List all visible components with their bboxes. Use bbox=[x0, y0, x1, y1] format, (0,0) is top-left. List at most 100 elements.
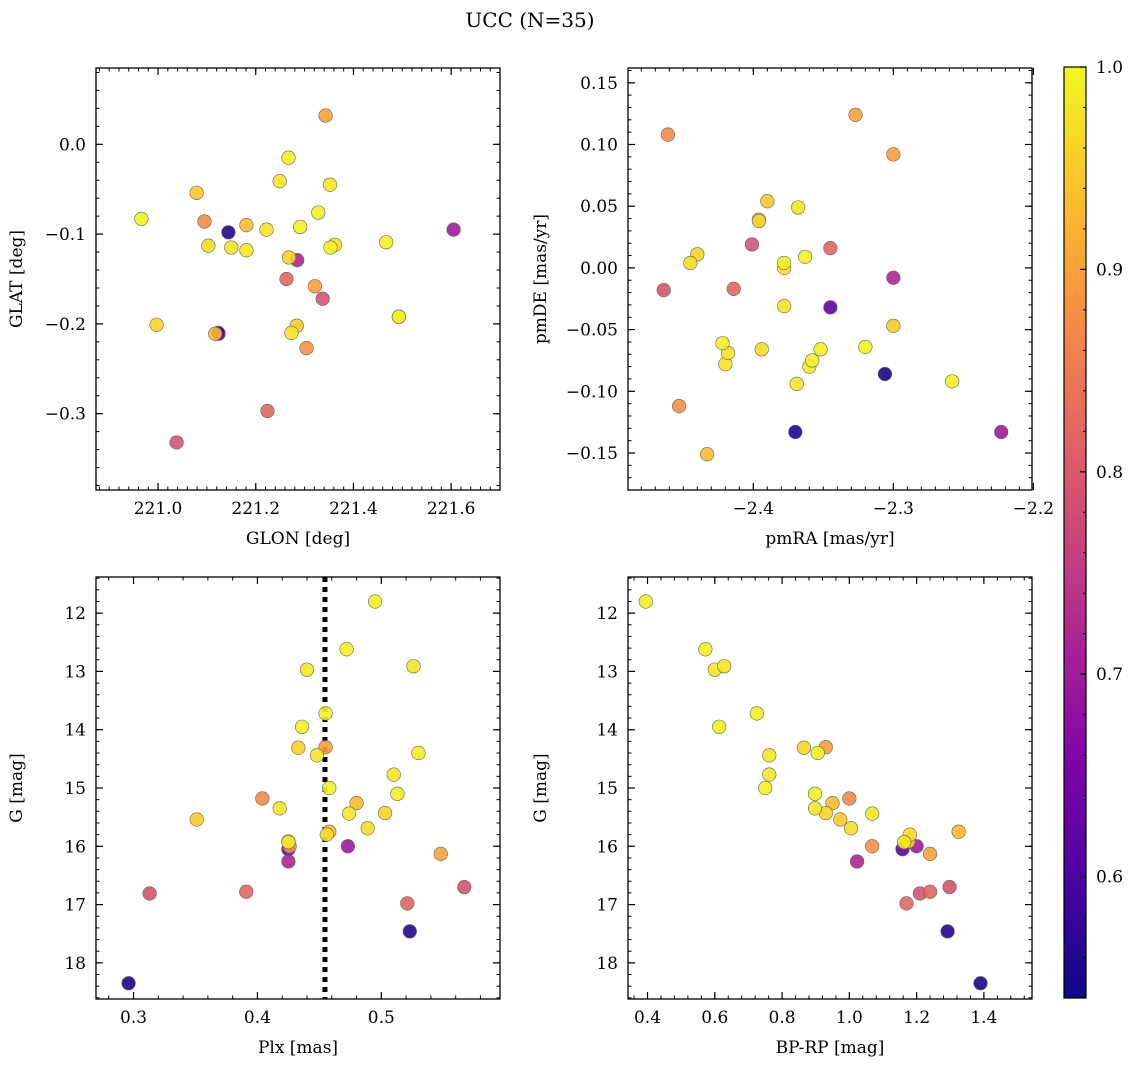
x-tick-label: 0.4 bbox=[634, 1008, 661, 1028]
x-axis-label: BP-RP [mag] bbox=[776, 1038, 885, 1058]
panel-glon-glat: 221.0 221.2 221.4 221.6 0.0 −0.1 −0.2 −0.3 GLON … bbox=[7, 67, 501, 549]
data-point bbox=[656, 283, 671, 298]
data-point bbox=[433, 846, 448, 861]
y-tick-label: 0.00 bbox=[580, 259, 618, 279]
data-point bbox=[791, 200, 806, 215]
y-tick-label: 0.15 bbox=[580, 74, 618, 94]
data-point bbox=[823, 241, 838, 256]
data-point bbox=[638, 594, 653, 609]
data-point bbox=[299, 662, 315, 677]
data-point bbox=[390, 786, 405, 801]
data-point bbox=[922, 884, 938, 899]
data-point bbox=[323, 240, 338, 255]
axes-frame bbox=[95, 576, 501, 1000]
colorbar-tick-label: 0.8 bbox=[1096, 463, 1123, 483]
x-tick-label: 221.2 bbox=[231, 499, 280, 519]
data-point bbox=[762, 748, 777, 763]
data-point bbox=[279, 271, 294, 287]
y-tick-label: 15 bbox=[64, 779, 86, 799]
data-point bbox=[272, 801, 287, 816]
data-point bbox=[942, 879, 957, 895]
data-point bbox=[239, 243, 254, 258]
y-axis-label: G [mag] bbox=[531, 753, 551, 822]
data-point bbox=[807, 801, 823, 816]
data-point bbox=[777, 299, 792, 314]
data-point bbox=[858, 339, 873, 354]
data-point bbox=[833, 812, 848, 827]
y-tick-label: 17 bbox=[64, 896, 86, 916]
data-point bbox=[777, 255, 792, 271]
y-tick-label: 0.05 bbox=[580, 197, 618, 217]
y-tick-label: −0.1 bbox=[45, 225, 86, 245]
y-axis-label: pmDE [mas/yr] bbox=[531, 214, 551, 344]
data-point bbox=[842, 791, 857, 806]
data-point bbox=[762, 767, 777, 782]
y-tick-label: −0.05 bbox=[566, 321, 618, 341]
x-tick-label: 0.4 bbox=[244, 1008, 271, 1028]
data-point bbox=[319, 827, 334, 842]
data-point bbox=[281, 250, 297, 265]
data-point bbox=[758, 780, 773, 796]
data-point bbox=[411, 745, 426, 761]
data-point bbox=[293, 219, 308, 235]
data-point bbox=[311, 205, 326, 220]
data-point bbox=[189, 185, 204, 200]
data-point bbox=[726, 281, 741, 296]
data-point bbox=[754, 342, 769, 357]
data-point bbox=[239, 218, 254, 233]
x-tick-label: 1.2 bbox=[903, 1008, 930, 1028]
x-tick-label: 0.5 bbox=[368, 1008, 395, 1028]
data-point bbox=[789, 376, 804, 391]
x-tick-label: 221.6 bbox=[427, 499, 476, 519]
data-point bbox=[788, 424, 803, 440]
y-tick-label: 15 bbox=[596, 779, 618, 799]
minor-ticks bbox=[628, 577, 1032, 999]
data-point bbox=[796, 740, 812, 755]
x-tick-label: 0.8 bbox=[769, 1008, 796, 1028]
data-point bbox=[169, 435, 184, 450]
data-point bbox=[945, 374, 960, 389]
data-point bbox=[349, 796, 364, 811]
data-point bbox=[886, 318, 901, 333]
data-point bbox=[457, 879, 472, 895]
data-point bbox=[744, 237, 760, 252]
data-point bbox=[805, 353, 820, 368]
colorbar-tick-label: 0.9 bbox=[1096, 260, 1123, 280]
data-point bbox=[340, 839, 355, 854]
y-tick-label: 13 bbox=[64, 662, 86, 682]
x-tick-label: 0.3 bbox=[120, 1008, 147, 1028]
data-point bbox=[379, 235, 394, 250]
y-tick-label: 18 bbox=[64, 954, 86, 974]
data-point bbox=[446, 222, 461, 237]
data-point bbox=[672, 398, 687, 414]
x-tick-label: 221.4 bbox=[329, 499, 378, 519]
data-point bbox=[660, 127, 676, 142]
data-point bbox=[342, 806, 357, 821]
colorbar-tick-label: 0.6 bbox=[1096, 868, 1123, 888]
data-point bbox=[368, 594, 383, 609]
axes-frame bbox=[627, 67, 1033, 491]
data-point bbox=[386, 767, 401, 782]
data-point bbox=[886, 147, 901, 162]
x-axis-label: pmRA [mas/yr] bbox=[765, 529, 894, 549]
data-point bbox=[284, 325, 299, 340]
y-tick-label: 0.10 bbox=[580, 136, 618, 156]
minor-ticks bbox=[96, 68, 501, 490]
scatter-points bbox=[121, 594, 472, 991]
data-point bbox=[309, 748, 324, 763]
y-tick-label: 13 bbox=[596, 662, 618, 682]
data-point bbox=[255, 791, 270, 806]
data-point bbox=[877, 366, 893, 382]
data-point bbox=[318, 706, 333, 721]
y-tick-label: −0.3 bbox=[45, 405, 86, 425]
data-point bbox=[849, 854, 865, 869]
y-tick-label: −0.2 bbox=[45, 315, 86, 335]
x-tick-label: 1.4 bbox=[970, 1008, 997, 1028]
scatter-points bbox=[134, 108, 461, 450]
y-tick-label: −0.10 bbox=[566, 382, 618, 402]
data-point bbox=[281, 854, 296, 869]
data-point bbox=[281, 150, 296, 165]
data-point bbox=[886, 270, 901, 285]
data-point bbox=[197, 214, 212, 229]
